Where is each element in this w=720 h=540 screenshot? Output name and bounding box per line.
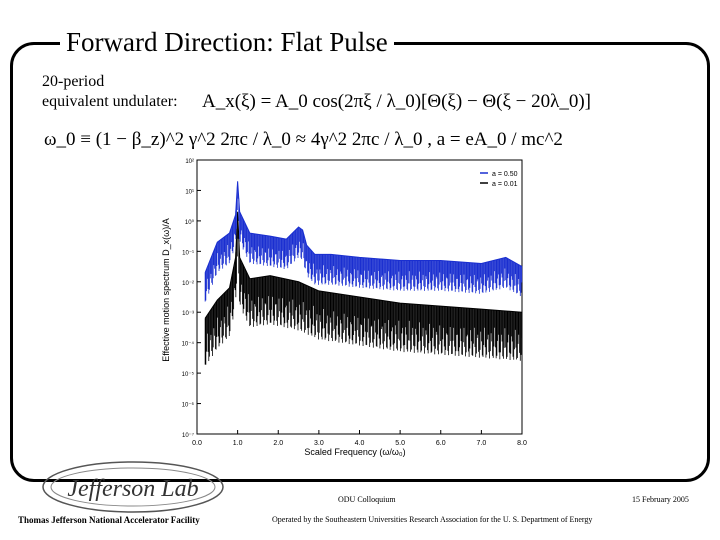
x-tick-label: 8.0 [517,440,527,447]
intro-line-1: 20-period [42,73,105,90]
jefferson-lab-logo: Jefferson Lab [42,461,224,513]
equation-frequency: ω_0 ≡ (1 − β_z)^2 γ^2 2πc / λ_0 ≈ 4γ^2 2… [44,129,563,150]
spectrum-envelope [204,181,523,273]
equation-vector-potential: A_x(ξ) = A_0 cos(2πξ / λ_0)[Θ(ξ) − Θ(ξ −… [202,91,592,112]
footer-event: ODU Colloquium [338,495,396,504]
x-tick-label: 2.0 [273,440,283,447]
y-tick-label: 10¹ [185,189,194,195]
y-tick-label: 10⁻³ [182,311,194,317]
chart-series [204,181,523,365]
x-tick-label: 3.0 [314,440,324,447]
y-tick-label: 10⁻⁶ [182,402,195,409]
chart-ticks: 0.0 1.0 2.0 3.0 4.0 5.0 6.0 7.0 8.0 10² 10¹ 10⁰ 10⁻¹… [182,159,527,447]
x-tick-label: 0.0 [192,440,202,447]
slide-title: Forward Direction: Flat Pulse [60,26,394,58]
chart-legend: a = 0.50 a = 0.01 [480,171,518,188]
intro-line-2: equivalent undulater: [42,93,178,110]
legend-label: a = 0.50 [492,171,518,178]
footer-date: 15 February 2005 [632,495,689,504]
footer-institution: Thomas Jefferson National Accelerator Fa… [18,515,200,525]
x-axis-label: Scaled Frequency (ω/ω₀) [304,447,405,457]
spectrum-envelope [204,211,523,319]
logo-text: Jefferson Lab [67,476,198,502]
y-tick-label: 10⁻² [182,281,194,287]
x-tick-label: 4.0 [355,440,365,447]
y-axis-label: Effective motion spectrum D_x(ω)/A [161,218,171,361]
x-tick-label: 6.0 [436,440,446,447]
y-tick-label: 10⁻⁷ [182,432,194,439]
y-tick-label: 10² [185,159,194,165]
y-tick-label: 10⁻¹ [182,250,194,256]
series-a-0-50 [204,181,523,302]
series-a-0-01 [204,211,523,365]
footer-operator: Operated by the Southeastern Universitie… [272,515,593,524]
y-tick-label: 10⁻⁵ [182,371,195,378]
legend-label: a = 0.01 [492,181,518,188]
x-tick-label: 1.0 [233,440,243,447]
y-tick-label: 10⁻⁴ [182,341,195,348]
x-tick-label: 7.0 [477,440,487,447]
spectrum-chart: 0.0 1.0 2.0 3.0 4.0 5.0 6.0 7.0 8.0 10² 10¹ 10⁰ 10⁻¹… [161,159,527,457]
x-tick-label: 5.0 [395,440,405,447]
y-tick-label: 10⁰ [185,219,195,226]
